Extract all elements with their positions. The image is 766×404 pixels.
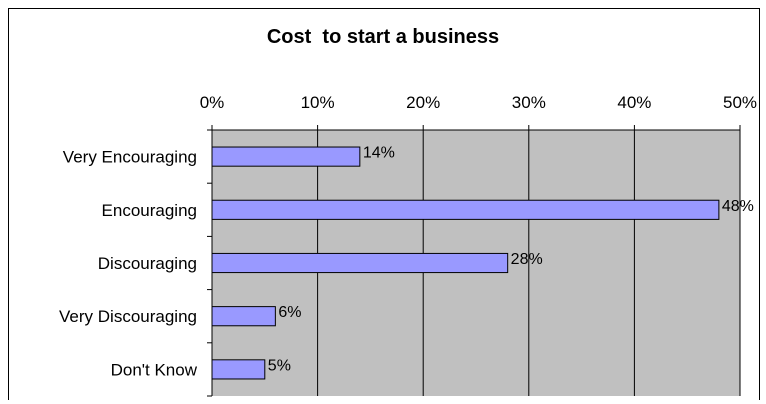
bar bbox=[211, 306, 276, 327]
x-tick-label: 30% bbox=[512, 93, 546, 112]
chart-title: Cost to start a business bbox=[266, 26, 500, 48]
bar bbox=[211, 252, 509, 274]
bar bbox=[211, 146, 361, 167]
x-tick-label: 10% bbox=[301, 93, 335, 112]
category-label: Very Encouraging bbox=[63, 148, 197, 167]
category-labels: Very Encouraging Encouraging Discouraging V… bbox=[59, 148, 198, 380]
x-tick-label: 20% bbox=[406, 93, 440, 112]
data-labels: 14% 48% 28% 6% 5% bbox=[268, 145, 754, 375]
data-label: 28% bbox=[511, 251, 543, 268]
data-label: 6% bbox=[278, 304, 301, 321]
category-label: Don't Know bbox=[111, 360, 198, 379]
data-label: 48% bbox=[722, 198, 754, 215]
x-tick-label: 0% bbox=[200, 93, 225, 112]
data-label: 14% bbox=[363, 145, 395, 162]
category-label: Very Discouraging bbox=[59, 307, 197, 326]
x-tick-label: 40% bbox=[617, 93, 651, 112]
category-label: Encouraging bbox=[102, 201, 197, 220]
bars bbox=[211, 146, 720, 380]
category-label: Discouraging bbox=[98, 254, 197, 273]
x-tick-labels: 0% 10% 20% 30% 40% 50% bbox=[200, 93, 757, 112]
data-label: 5% bbox=[268, 357, 291, 374]
bar bbox=[211, 359, 266, 380]
x-tick-label: 50% bbox=[723, 93, 757, 112]
bar bbox=[211, 199, 720, 220]
